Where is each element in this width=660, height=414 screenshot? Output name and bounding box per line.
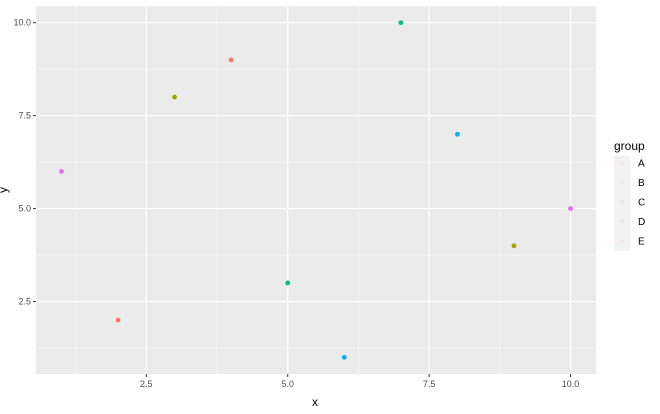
plot-panel: [36, 6, 596, 374]
data-point-e: [59, 169, 64, 174]
legend-key-a: [619, 160, 625, 166]
data-points: [59, 20, 573, 360]
y-tick-label: 2.5: [18, 297, 31, 307]
x-tick-label: 2.5: [140, 379, 153, 389]
legend-title: group: [614, 139, 645, 153]
data-point-b: [511, 243, 517, 249]
legend-label-d: D: [638, 217, 645, 228]
y-axis-title: y: [0, 187, 10, 193]
data-point-c: [285, 280, 291, 286]
x-tick-label: 10.0: [562, 379, 580, 389]
data-point-c: [398, 20, 404, 26]
data-point-a: [115, 317, 121, 323]
data-point-d: [341, 354, 347, 360]
x-axis-title: x: [312, 395, 318, 409]
data-point-e: [568, 206, 573, 211]
y-tick-label: 5.0: [18, 204, 31, 214]
legend-key-b: [619, 180, 625, 185]
y-tick-label: 10.0: [13, 18, 31, 28]
legend-label-b: B: [638, 178, 645, 189]
x-tick-label: 5.0: [281, 379, 294, 389]
legend-key-e: [619, 238, 625, 244]
data-point-a: [228, 57, 234, 63]
legend-key-c: [619, 199, 625, 205]
data-point-d: [455, 131, 460, 137]
grid-lines: [36, 6, 596, 374]
data-point-b: [172, 94, 177, 100]
legend-key-background: [614, 156, 630, 251]
y-tick-label: 7.5: [18, 111, 31, 121]
legend-label-c: C: [638, 198, 645, 209]
panel-rect: [36, 6, 596, 374]
y-axis-ticks: 2.5 5.0 7.5 10.0: [13, 18, 36, 307]
x-tick-label: 7.5: [423, 379, 436, 389]
legend-label-e: E: [638, 237, 645, 248]
legend-key-d: [619, 219, 625, 224]
legend-label-a: A: [638, 159, 645, 170]
x-axis-ticks: 2.5 5.0 7.5 10.0: [140, 374, 579, 389]
